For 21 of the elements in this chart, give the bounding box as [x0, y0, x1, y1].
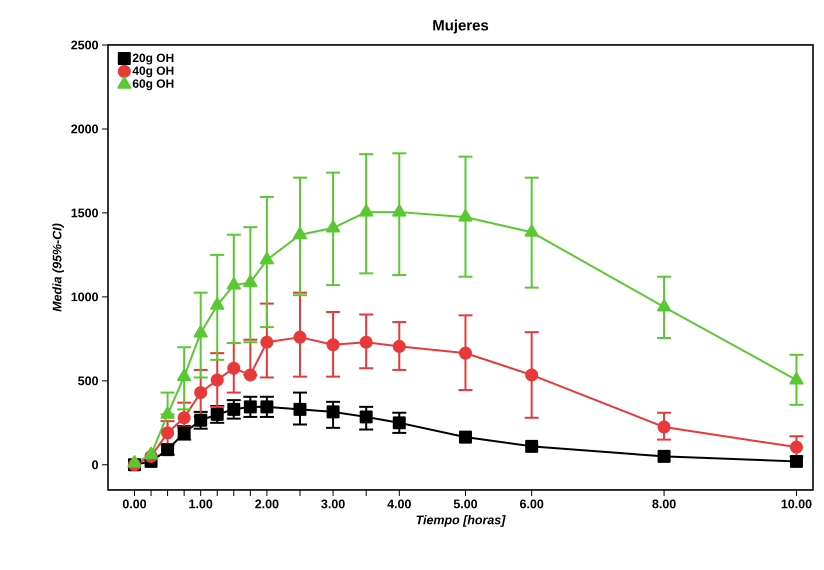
y-tick-label: 0 — [92, 460, 98, 470]
x-tick-label: 10.00 — [782, 500, 812, 508]
legend-label: 20g OH — [132, 54, 174, 64]
x-tick-label: 1.00 — [189, 500, 212, 508]
x-tick-label: 6.00 — [520, 500, 544, 508]
x-tick-label: 5.00 — [454, 500, 478, 508]
y-tick-label: 1000 — [72, 292, 98, 302]
y-tick-label: 500 — [78, 376, 98, 386]
x-tick-label: 8.00 — [652, 500, 676, 508]
legend-label: 40g OH — [132, 66, 174, 78]
y-tick-label: 2000 — [71, 124, 98, 134]
chart-title: Mujeres — [433, 20, 488, 34]
x-tick-label: 0.00 — [122, 500, 146, 508]
x-tick-label: 3.00 — [321, 500, 345, 508]
y-tick-label: 2500 — [71, 40, 98, 50]
y-tick-label: 1500 — [72, 208, 98, 218]
x-axis-title: Tiempo [horas] — [416, 515, 506, 527]
x-tick-label: 2.00 — [255, 500, 278, 508]
y-axis-title: Media (95%-CI) — [52, 224, 64, 312]
legend-label: 60g OH — [132, 79, 174, 90]
x-tick-label: 4.00 — [387, 500, 411, 508]
